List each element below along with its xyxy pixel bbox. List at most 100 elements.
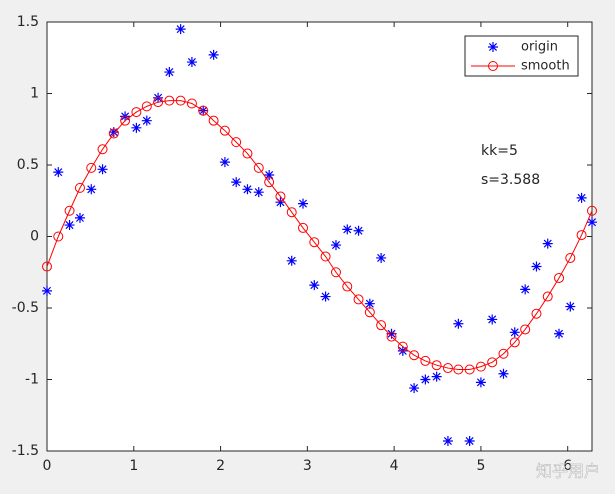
asterisk-marker (420, 374, 431, 385)
asterisk-marker (475, 377, 486, 388)
series-line (46, 100, 593, 370)
legend-label: smooth (521, 59, 570, 74)
asterisk-marker (131, 122, 142, 133)
asterisk-marker (275, 197, 286, 208)
asterisk-marker (86, 184, 97, 195)
circle-marker (208, 115, 219, 126)
axes-box (46, 21, 593, 452)
circle-marker (309, 237, 320, 248)
asterisk-marker (364, 298, 375, 309)
circle-marker (141, 101, 152, 112)
circle-marker (253, 162, 264, 173)
asterisk-marker (386, 328, 397, 339)
circle-marker (330, 267, 341, 278)
asterisk-marker (509, 327, 520, 338)
asterisk-marker (264, 170, 275, 181)
asterisk-marker (64, 220, 75, 231)
circle-marker (376, 320, 387, 331)
asterisk-marker (186, 57, 197, 68)
circle-marker (298, 222, 309, 233)
circle-marker (186, 98, 197, 109)
asterisk-marker (320, 291, 331, 302)
circle-marker (554, 272, 565, 283)
asterisk-marker (464, 435, 475, 446)
x-tick-label: 5 (476, 458, 485, 474)
x-tick-label: 0 (43, 458, 52, 474)
circle-marker (453, 364, 464, 375)
asterisk-marker (97, 164, 108, 175)
asterisk-marker (74, 212, 85, 223)
circle-marker (475, 361, 486, 372)
asterisk-marker (576, 192, 587, 203)
circle-marker (565, 252, 576, 263)
x-tick-label: 3 (303, 458, 312, 474)
circle-marker (275, 191, 286, 202)
circle-marker (442, 363, 453, 374)
asterisk-marker (554, 328, 565, 339)
legend-box (464, 35, 579, 77)
y-tick-label: 0.5 (17, 157, 39, 173)
watermark: 知乎用户 (536, 462, 600, 481)
asterisk-marker (231, 177, 242, 188)
asterisk-marker (309, 280, 320, 291)
circle-marker (164, 95, 175, 106)
asterisk-marker (342, 224, 353, 235)
circle-marker (131, 107, 142, 118)
circle-marker (97, 144, 108, 155)
circle-marker (364, 307, 375, 318)
y-tick-label: 0 (30, 229, 39, 245)
asterisk-marker (376, 252, 387, 263)
circle-marker (264, 177, 275, 188)
y-tick-label: 1.5 (17, 14, 39, 30)
asterisk-marker (108, 127, 119, 138)
legend-marker (488, 61, 498, 71)
circle-marker (531, 308, 542, 319)
asterisk-marker (431, 371, 442, 382)
circle-marker (386, 331, 397, 342)
asterisk-marker (298, 198, 309, 209)
circle-marker (198, 105, 209, 116)
asterisk-marker (409, 383, 420, 394)
circle-marker (487, 357, 498, 368)
asterisk-marker (565, 301, 576, 312)
circle-marker (86, 162, 97, 173)
circle-marker (431, 360, 442, 371)
circle-marker (342, 281, 353, 292)
circle-marker (286, 207, 297, 218)
asterisk-marker (587, 217, 597, 228)
asterisk-marker (330, 240, 341, 251)
asterisk-marker (53, 167, 64, 178)
x-tick-label: 2 (216, 458, 225, 474)
circle-marker (509, 337, 520, 348)
x-tick-label: 6 (563, 458, 572, 474)
circle-marker (320, 251, 331, 262)
asterisk-marker (442, 435, 453, 446)
circle-marker (231, 137, 242, 148)
asterisk-marker (175, 24, 186, 35)
circle-marker (498, 348, 509, 359)
circle-marker (74, 182, 85, 193)
circle-marker (420, 355, 431, 366)
asterisk-marker (488, 42, 498, 52)
asterisk-marker (453, 318, 464, 329)
asterisk-marker (42, 285, 52, 296)
y-tick-label: -1 (25, 372, 39, 388)
circle-marker (542, 291, 553, 302)
circle-marker (409, 350, 420, 361)
annotation: kk=5 (481, 143, 518, 159)
asterisk-marker (164, 67, 175, 78)
y-tick-label: -1.5 (12, 443, 39, 459)
circle-marker (120, 115, 131, 126)
asterisk-marker (242, 184, 253, 195)
circle-marker (397, 341, 408, 352)
x-tick-label: 4 (390, 458, 399, 474)
asterisk-marker (208, 49, 219, 60)
asterisk-marker (286, 255, 297, 266)
circle-marker (353, 294, 364, 305)
circle-marker (576, 230, 587, 241)
circle-marker (53, 231, 64, 242)
asterisk-marker (520, 284, 531, 295)
circle-marker (108, 128, 119, 139)
asterisk-marker (353, 225, 364, 236)
asterisk-marker (141, 115, 152, 126)
